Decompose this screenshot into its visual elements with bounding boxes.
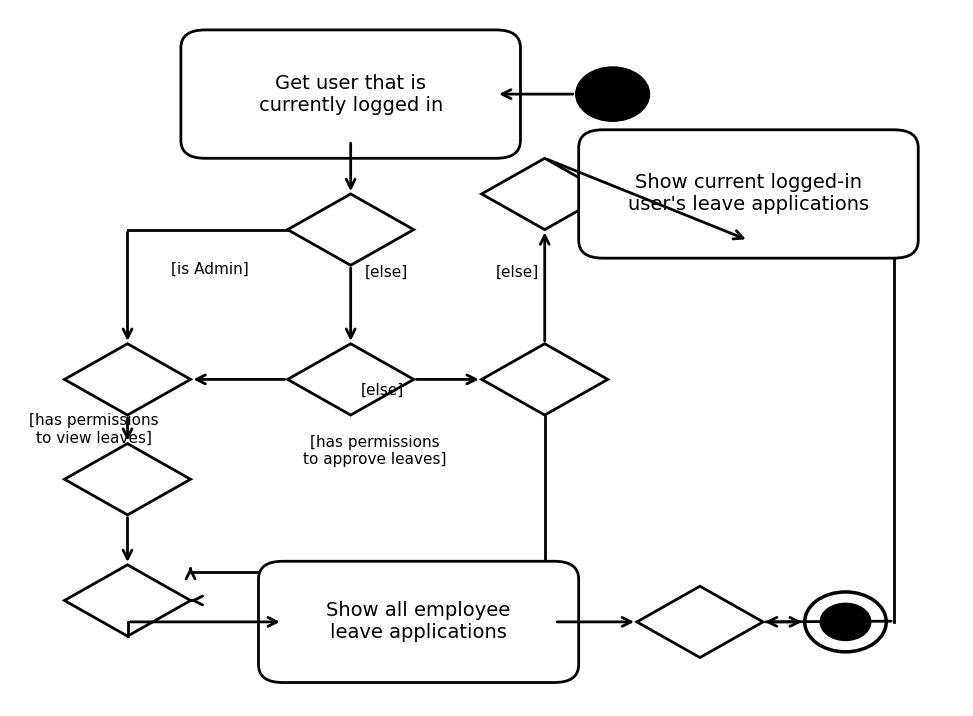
Text: Show current logged-in
user's leave applications: Show current logged-in user's leave appl… <box>628 173 869 215</box>
Circle shape <box>576 67 650 121</box>
Text: [else]: [else] <box>496 265 539 280</box>
Text: [has permissions
to approve leaves]: [has permissions to approve leaves] <box>304 435 447 467</box>
FancyBboxPatch shape <box>579 130 919 258</box>
Text: Get user that is
currently logged in: Get user that is currently logged in <box>259 74 443 115</box>
FancyBboxPatch shape <box>259 561 579 682</box>
Text: Show all employee
leave applications: Show all employee leave applications <box>327 601 511 642</box>
Circle shape <box>820 604 871 641</box>
Text: [else]: [else] <box>365 265 409 280</box>
Text: [is Admin]: [is Admin] <box>171 261 249 276</box>
FancyBboxPatch shape <box>181 30 521 158</box>
Text: [else]: [else] <box>360 382 404 397</box>
Text: [has permissions
to view leaves]: [has permissions to view leaves] <box>29 413 159 445</box>
